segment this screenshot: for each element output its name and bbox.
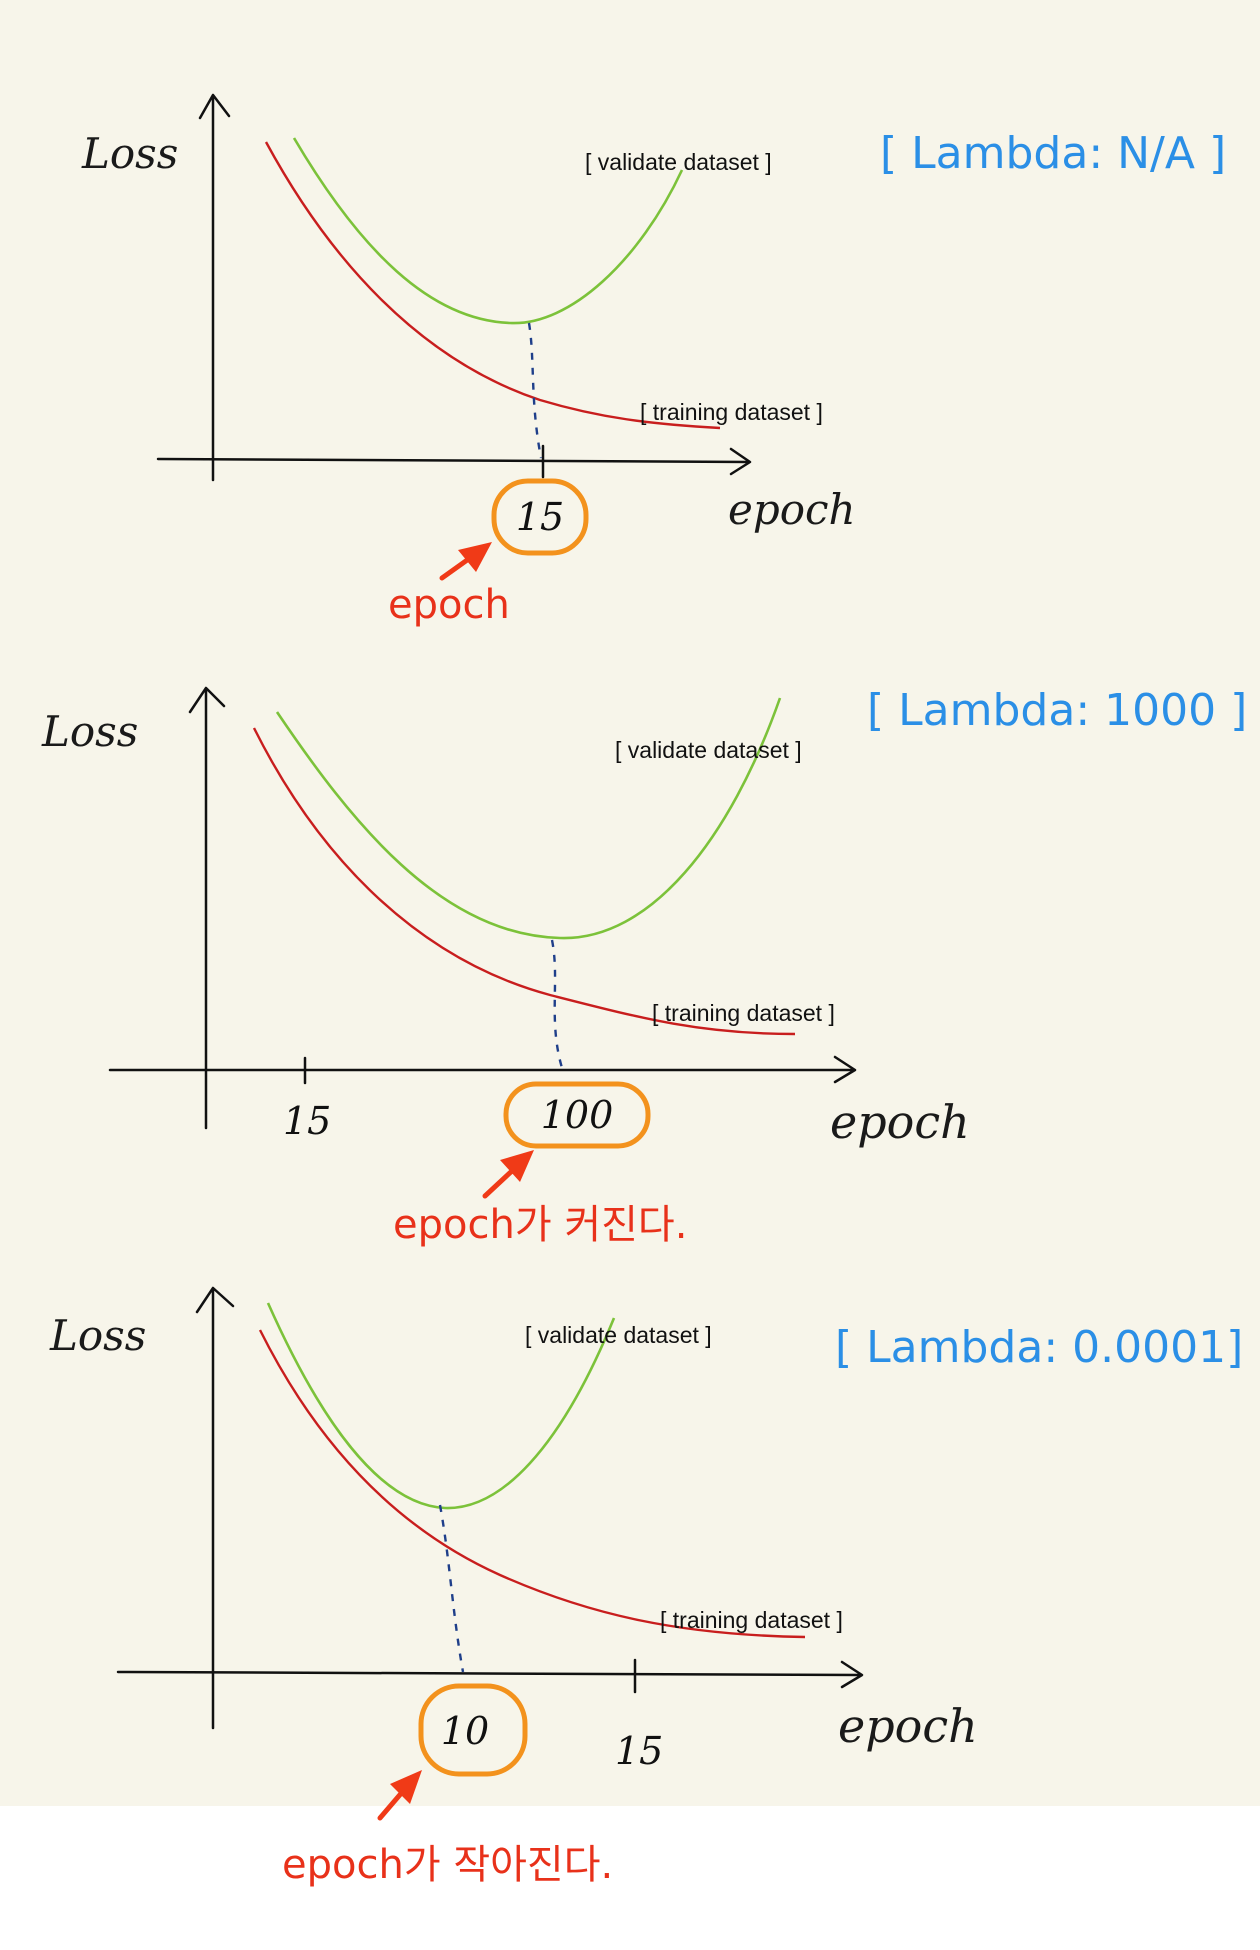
annotation-arrow — [482, 1167, 516, 1199]
lambda-label: [ Lambda: 0.0001] — [835, 1322, 1243, 1373]
annotation-arrowhead — [458, 542, 492, 572]
panel-3: Loss epoch 15 [ validate dataset ] [ tra… — [49, 1286, 1243, 1821]
annotation-arrow — [439, 555, 473, 581]
annotation-text: epoch가 커진다. — [393, 1202, 687, 1248]
validate-curve — [292, 137, 684, 325]
y-axis-label: Loss — [81, 129, 178, 178]
y-axis-label: Loss — [49, 1311, 146, 1360]
x-axis — [156, 447, 752, 476]
minimum-dashed-line — [438, 1504, 465, 1673]
training-dataset-label: [ training dataset ] — [640, 399, 823, 425]
x-axis-label: epoch — [728, 485, 856, 534]
y-axis — [198, 93, 231, 482]
validate-dataset-label: [ validate dataset ] — [525, 1322, 712, 1348]
highlight-value: 10 — [441, 1709, 489, 1753]
annotation-arrow — [377, 1787, 407, 1821]
training-curve — [264, 141, 721, 430]
panel-2: Loss epoch 15 [ validate dataset ] [ tra… — [41, 685, 1247, 1248]
x-axis — [116, 1660, 864, 1689]
highlight-box — [418, 1683, 528, 1777]
highlight-value: 100 — [541, 1093, 614, 1137]
annotation-arrowhead — [390, 1770, 422, 1804]
training-dataset-label: [ training dataset ] — [652, 1000, 835, 1026]
panel-3-annotation-text: epoch가 작아진다. — [282, 1842, 613, 1888]
training-curve — [258, 1329, 806, 1639]
annotation-text: epoch — [388, 582, 510, 628]
highlight-box — [503, 1081, 651, 1149]
lambda-label: [ Lambda: N/A ] — [880, 128, 1226, 179]
diagram-canvas: Loss epoch [ validate dataset ] [ traini… — [0, 0, 1260, 1888]
x-tick-label: 15 — [615, 1729, 663, 1773]
annotation-arrowhead — [500, 1150, 534, 1182]
y-axis — [188, 686, 226, 1130]
lambda-label: [ Lambda: 1000 ] — [867, 685, 1247, 736]
highlight-box — [491, 478, 589, 556]
y-axis — [195, 1286, 235, 1730]
validate-dataset-label: [ validate dataset ] — [615, 737, 802, 763]
panel-1: Loss epoch [ validate dataset ] [ traini… — [81, 93, 1226, 628]
highlight-value: 15 — [516, 495, 564, 539]
y-axis-label: Loss — [41, 707, 138, 756]
training-curve — [252, 727, 796, 1036]
training-dataset-label: [ training dataset ] — [660, 1607, 843, 1633]
validate-curve — [266, 1302, 616, 1510]
validate-curve — [275, 697, 782, 940]
minimum-dashed-line — [527, 322, 543, 459]
x-axis — [108, 1055, 857, 1084]
x-tick-label: 15 — [283, 1099, 331, 1143]
minimum-dashed-line — [550, 939, 564, 1069]
validate-dataset-label: [ validate dataset ] — [585, 149, 772, 175]
x-axis-label: epoch — [830, 1095, 970, 1149]
x-axis-label: epoch — [838, 1699, 978, 1753]
